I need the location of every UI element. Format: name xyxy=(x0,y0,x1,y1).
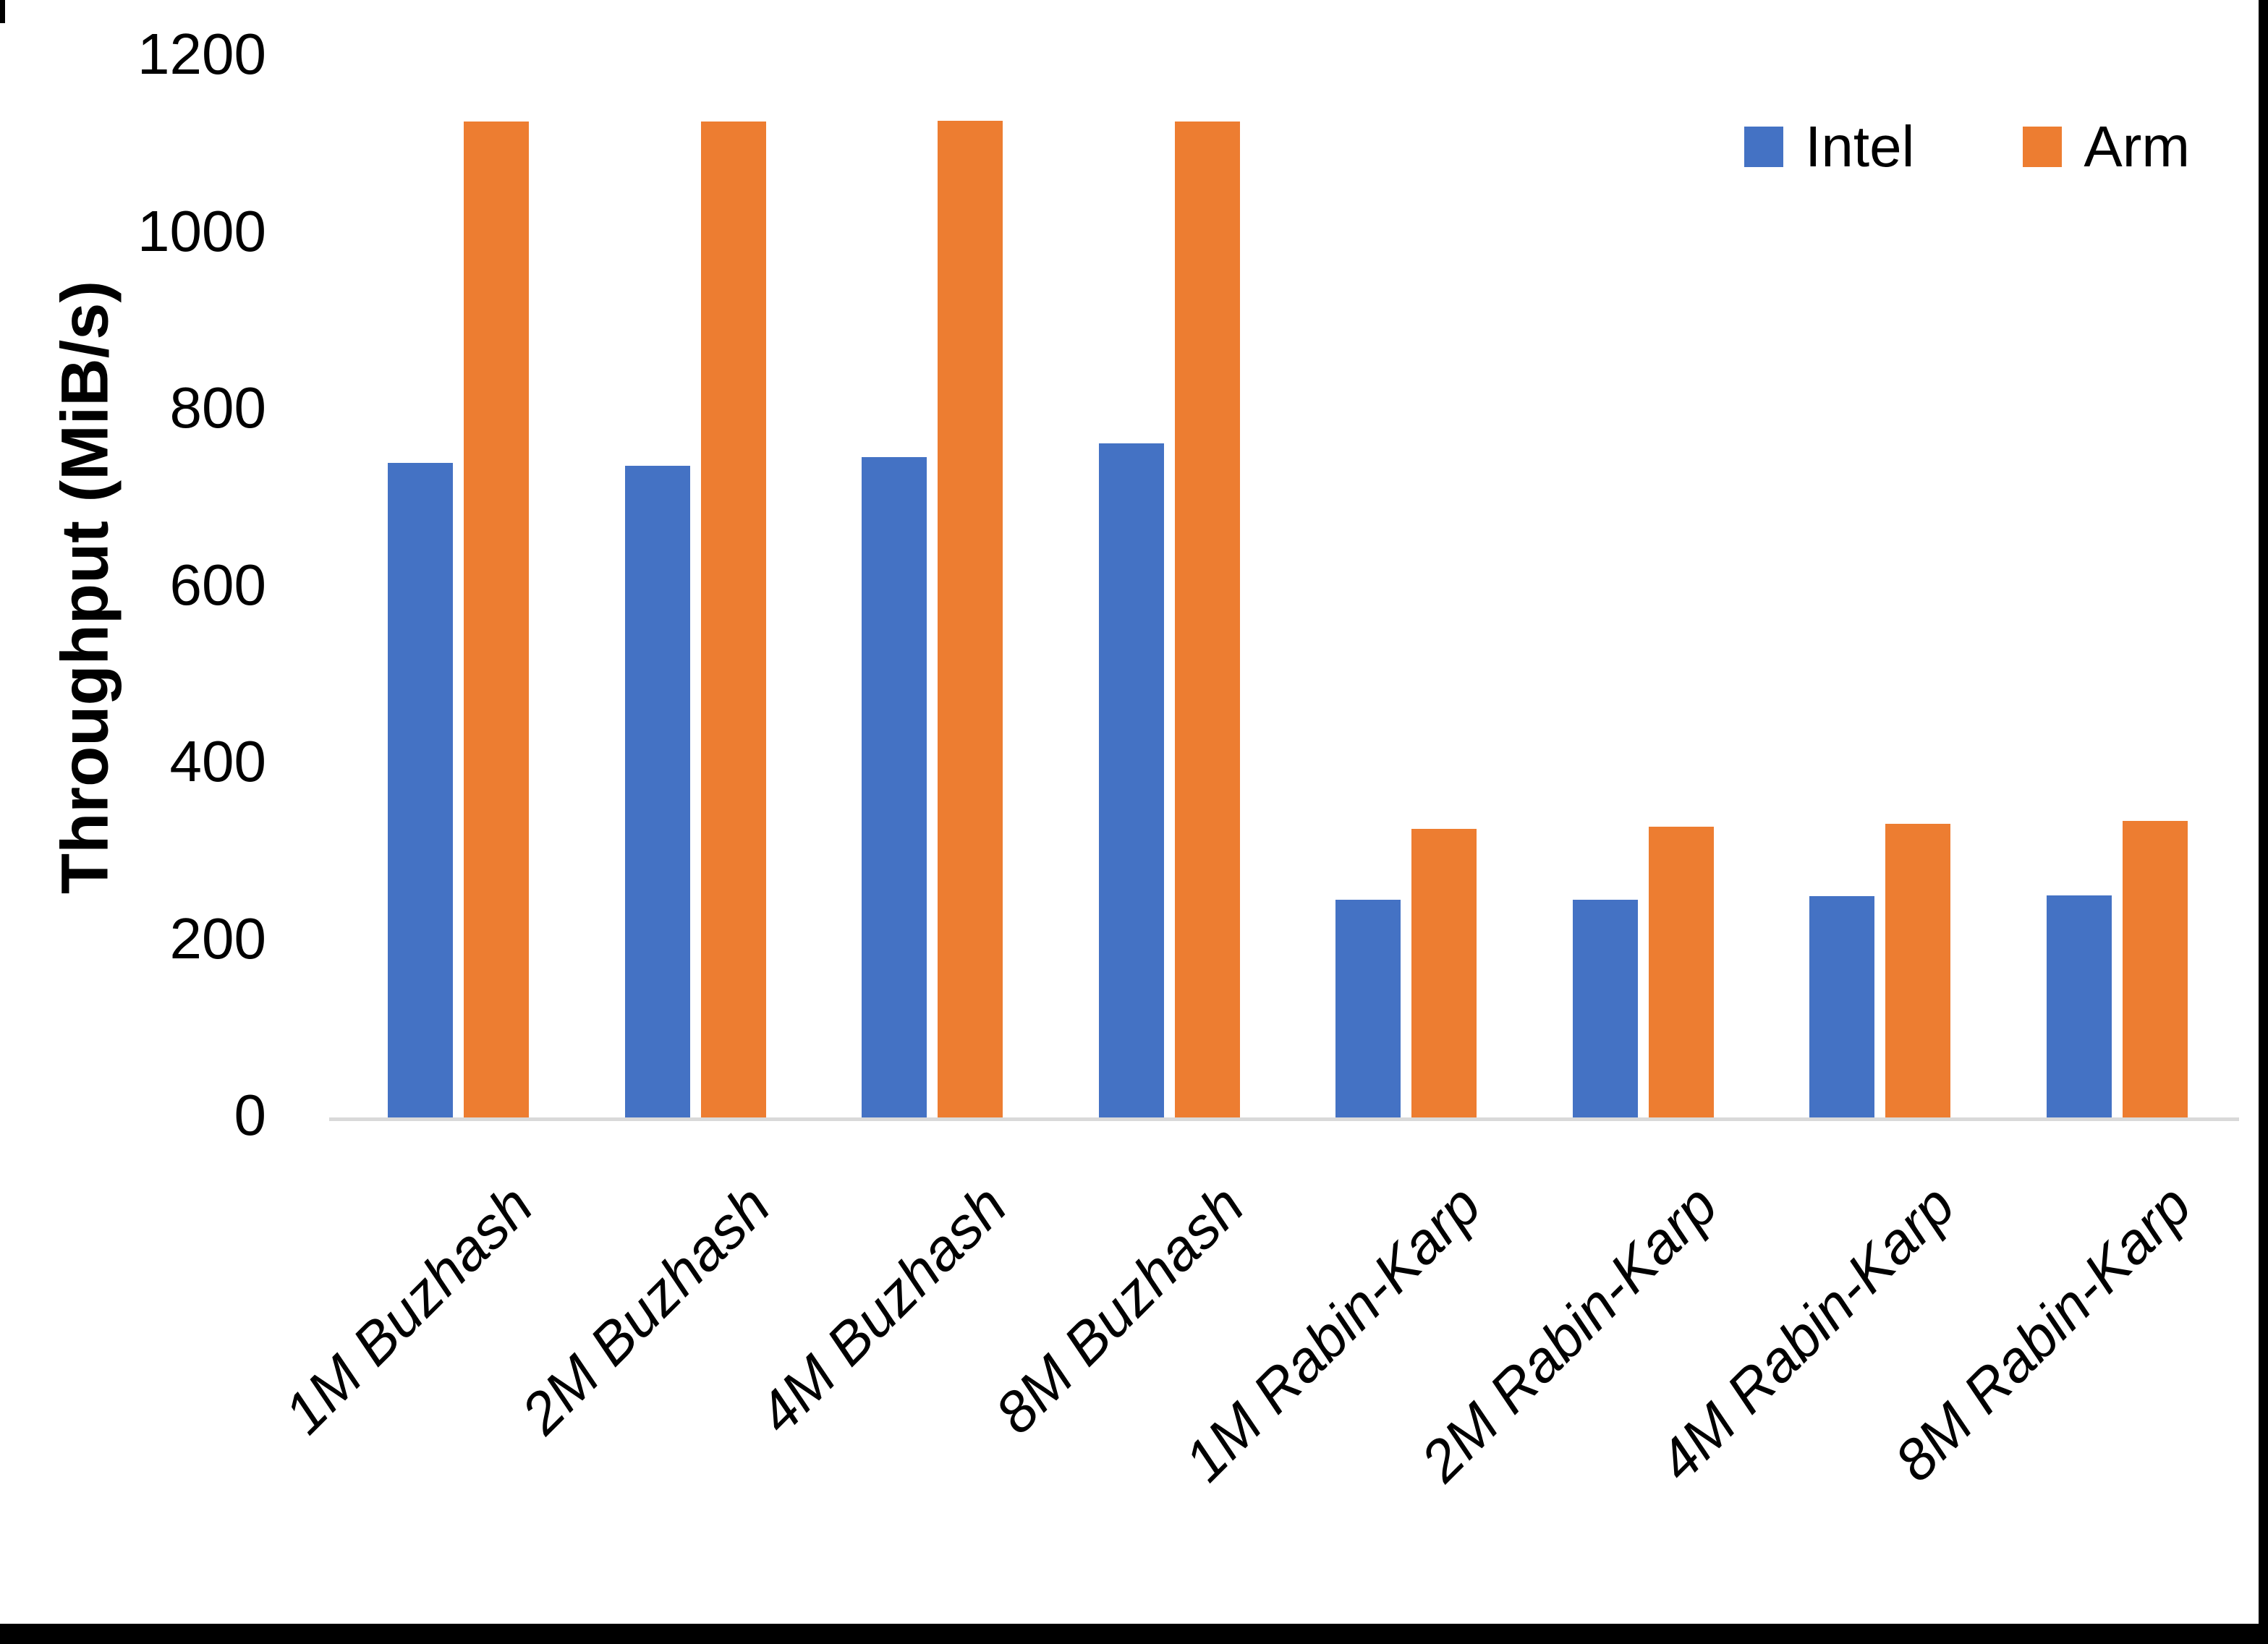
x-category-label-4m-buzhash: 4M Buzhash xyxy=(745,1172,1019,1446)
x-axis-line xyxy=(329,1117,2239,1121)
x-category-label-8m-buzhash: 8M Buzhash xyxy=(982,1172,1256,1446)
bottom-border-bar xyxy=(0,1624,2268,1644)
bar-arm-2m-buzhash xyxy=(700,122,766,1117)
bar-arm-4m-rabin-karp xyxy=(1885,824,1951,1117)
y-tick-label-0: 0 xyxy=(234,1082,267,1147)
legend: Intel Arm xyxy=(1744,118,2190,176)
bar-arm-1m-rabin-karp xyxy=(1411,829,1477,1117)
bar-group-1m-rabin-karp xyxy=(1288,56,1525,1117)
bar-arm-2m-rabin-karp xyxy=(1648,826,1714,1117)
bar-arm-8m-buzhash xyxy=(1174,122,1240,1117)
legend-label-intel: Intel xyxy=(1805,114,1915,179)
y-tick-label-1200: 1200 xyxy=(137,21,266,86)
bar-group-8m-buzhash xyxy=(1051,56,1288,1117)
bar-group-4m-buzhash xyxy=(814,56,1051,1117)
y-tick-label-1000: 1000 xyxy=(137,198,266,263)
bar-arm-1m-buzhash xyxy=(464,122,530,1117)
bar-group-8m-rabin-karp xyxy=(1999,56,2236,1117)
y-tick-label-400: 400 xyxy=(169,728,266,793)
bar-group-2m-buzhash xyxy=(577,56,815,1117)
legend-item-intel: Intel xyxy=(1744,118,1914,176)
legend-swatch-intel xyxy=(1744,127,1784,167)
right-border-bar xyxy=(2259,0,2268,1644)
bar-group-1m-buzhash xyxy=(340,56,577,1117)
legend-label-arm: Arm xyxy=(2084,114,2190,179)
legend-item-arm: Arm xyxy=(2023,118,2190,176)
x-category-label-2m-buzhash: 2M Buzhash xyxy=(509,1172,782,1446)
bar-intel-4m-buzhash xyxy=(862,456,927,1117)
y-tick-label-800: 800 xyxy=(169,375,266,440)
bar-intel-8m-rabin-karp xyxy=(2046,895,2112,1117)
y-tick-label-200: 200 xyxy=(169,906,266,971)
bar-group-4m-rabin-karp xyxy=(1762,56,1999,1117)
bar-intel-8m-buzhash xyxy=(1098,443,1164,1117)
bar-intel-2m-rabin-karp xyxy=(1572,900,1638,1117)
bar-intel-2m-buzhash xyxy=(624,466,690,1117)
bar-intel-4m-rabin-karp xyxy=(1809,896,1875,1117)
bar-group-2m-rabin-karp xyxy=(1525,56,1762,1117)
bar-arm-4m-buzhash xyxy=(938,121,1003,1117)
corner-artifact xyxy=(0,0,5,23)
x-category-label-1m-buzhash: 1M Buzhash xyxy=(271,1172,545,1446)
legend-swatch-arm xyxy=(2023,127,2063,167)
bar-intel-1m-rabin-karp xyxy=(1335,900,1401,1117)
y-tick-label-600: 600 xyxy=(169,552,266,617)
bar-arm-8m-rabin-karp xyxy=(2122,821,2188,1117)
bars-layer xyxy=(340,56,2235,1117)
bar-intel-1m-buzhash xyxy=(388,463,454,1117)
